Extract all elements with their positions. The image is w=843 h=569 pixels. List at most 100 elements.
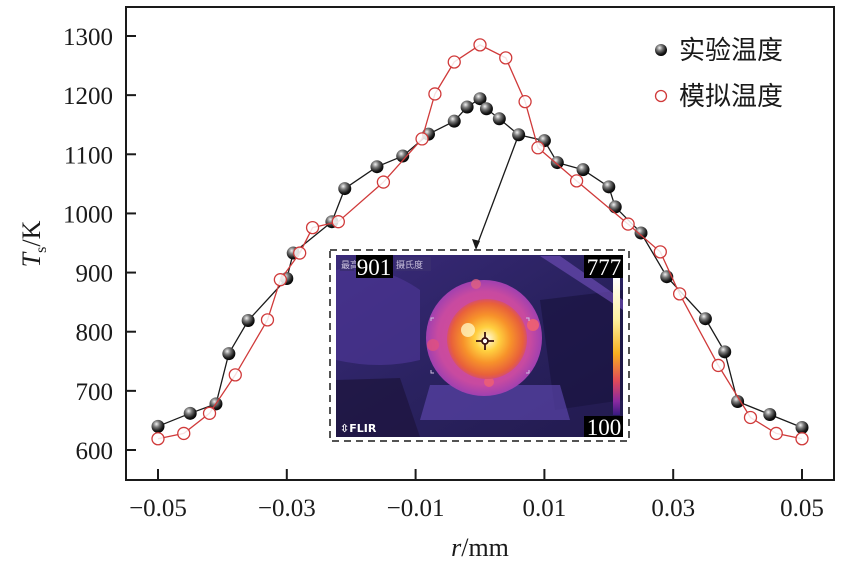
annotation-arrow [472, 134, 520, 250]
data-point-simulated [621, 217, 635, 231]
x-tick-label: 0.01 [523, 495, 567, 522]
thermal-dark-lower [336, 378, 420, 437]
data-point-experimental [151, 419, 165, 433]
data-point-simulated [376, 175, 391, 189]
data-point-experimental [479, 102, 493, 116]
data-point-experimental [447, 114, 461, 128]
x-axis-ticks: −0.05 −0.03 −0.01 0.01 0.03 0.05 [129, 469, 824, 522]
legend-item-experimental: 实验温度 [655, 36, 783, 66]
scale-top-bg [584, 255, 623, 278]
focus-brackets [430, 317, 530, 374]
crosshair-icon [476, 332, 494, 350]
x-tick-label: −0.01 [387, 495, 445, 522]
data-point-simulated [531, 141, 545, 155]
data-point-simulated [473, 38, 487, 52]
inset-scale-top: 777 [587, 255, 622, 280]
legend-item-simulated: 模拟温度 [654, 82, 783, 112]
thermal-hotspot [461, 323, 475, 337]
data-point-simulated [795, 432, 809, 446]
y-axis-label: Ts/K [17, 220, 50, 267]
data-point-simulated [711, 358, 725, 373]
data-point-experimental [222, 347, 236, 361]
y-tick-label: 1100 [64, 142, 113, 169]
data-point-simulated [260, 313, 275, 327]
x-axis-label: r/mm [451, 533, 509, 562]
x-tick-label: 0.05 [780, 495, 824, 522]
data-point-experimental [576, 163, 590, 177]
x-tick-label: −0.03 [258, 495, 316, 522]
data-point-simulated [305, 220, 320, 235]
inset-max-value: 901 [357, 255, 392, 280]
data-point-experimental [473, 92, 487, 106]
data-point-simulated [202, 406, 217, 420]
thermal-bolt [484, 377, 494, 387]
inset-unit-label: 摄氏度 [396, 259, 423, 271]
inset-scale-bottom: 100 [587, 415, 622, 440]
flir-logo-icon: ⇳ [340, 422, 349, 435]
y-tick-label: 1300 [63, 24, 113, 51]
data-point-simulated [177, 426, 191, 441]
legend: 实验温度 模拟温度 [654, 36, 783, 112]
data-point-simulated [569, 174, 584, 188]
data-point-simulated [518, 94, 532, 109]
data-point-experimental [512, 128, 526, 142]
data-point-simulated [228, 368, 242, 382]
y-tick-label: 900 [76, 261, 114, 288]
data-point-simulated [447, 55, 461, 69]
inset-max-label: 最高 [341, 259, 359, 271]
data-point-experimental [396, 149, 410, 163]
thermal-bolt [527, 319, 539, 331]
x-tick-label: 0.03 [651, 495, 695, 522]
plot-frame [125, 6, 835, 481]
scale-bottom-bg [584, 416, 623, 437]
data-point-simulated [428, 87, 442, 101]
data-point-simulated [743, 410, 758, 425]
data-point-simulated [672, 287, 687, 301]
data-point-simulated [331, 215, 345, 229]
thermal-dark-right [540, 290, 623, 410]
thermal-base [420, 385, 570, 420]
data-point-experimental [634, 226, 648, 240]
data-point-experimental [492, 112, 506, 126]
data-point-experimental [338, 182, 352, 196]
y-tick-label: 600 [76, 438, 114, 465]
thermal-bolt [427, 339, 439, 351]
series-layer [151, 38, 809, 446]
data-point-experimental [718, 345, 732, 359]
y-tick-label: 700 [76, 379, 114, 406]
legend-label-experimental: 实验温度 [679, 36, 783, 66]
data-point-simulated [415, 132, 429, 146]
data-point-experimental [608, 200, 622, 214]
data-point-experimental [241, 313, 255, 327]
y-tick-label: 1000 [63, 201, 113, 228]
data-point-experimental [550, 156, 564, 170]
data-point-simulated [653, 245, 667, 259]
data-point-simulated [293, 246, 307, 260]
legend-marker-sphere [655, 44, 667, 56]
color-scale-bar [613, 278, 620, 415]
data-point-simulated [273, 273, 288, 287]
data-point-simulated [499, 51, 513, 65]
data-point-experimental [183, 406, 197, 420]
flir-logo: ⇳FLIR [340, 422, 377, 435]
data-point-experimental [731, 395, 745, 409]
y-axis-ticks: 600 700 800 900 1000 1100 1200 1300 [63, 24, 136, 465]
legend-label-simulated: 模拟温度 [679, 82, 783, 112]
data-point-simulated [769, 426, 783, 441]
inset-max-value-bg [356, 255, 393, 278]
x-tick-label: −0.05 [129, 495, 187, 522]
data-point-experimental [460, 100, 474, 114]
data-point-experimental [763, 408, 777, 422]
thermal-inset: 最高 901 摄氏度 777 100 ⇳FLIR [329, 249, 630, 442]
thermal-bolt [471, 279, 481, 289]
y-tick-label: 800 [76, 320, 114, 347]
data-point-experimental [698, 312, 712, 326]
data-point-experimental [795, 421, 809, 435]
data-point-experimental [602, 180, 616, 194]
data-point-experimental [370, 160, 384, 174]
data-point-simulated [151, 432, 165, 446]
y-tick-label: 1200 [63, 83, 113, 110]
thermal-left-shape [336, 268, 420, 365]
legend-marker-open-circle [654, 89, 668, 103]
